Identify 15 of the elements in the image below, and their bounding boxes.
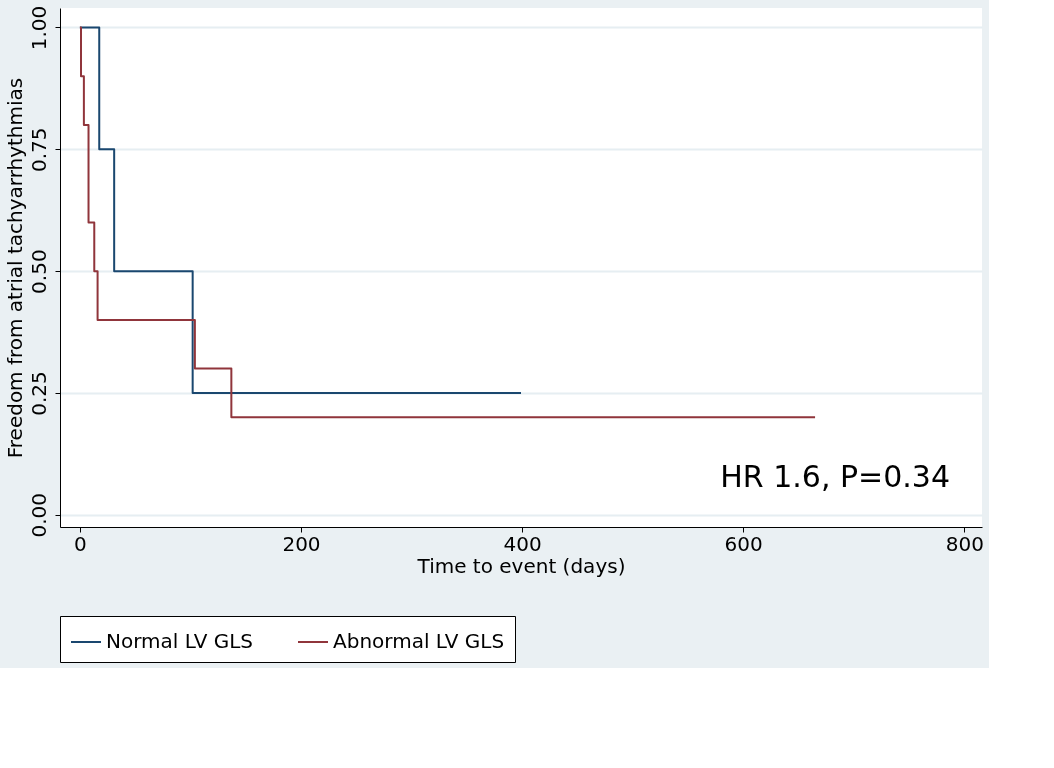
- legend-label: Normal LV GLS: [106, 629, 254, 653]
- x-tick-label: 800: [945, 531, 984, 556]
- legend-label: Abnormal LV GLS: [333, 629, 505, 653]
- y-tick-label: 0.00: [26, 493, 51, 538]
- x-tick-label: 400: [503, 531, 542, 556]
- y-tick-label: 0.75: [26, 127, 51, 173]
- y-tick-label: 1.00: [26, 5, 51, 51]
- x-axis-title: Time to event (days): [416, 553, 626, 578]
- y-tick-label: 0.25: [26, 371, 51, 416]
- x-tick-label: 0: [74, 531, 87, 556]
- annotation: HR 1.6, P=0.34: [720, 459, 950, 494]
- y-axis-title: Freedom from atrial tachyarrhythmias: [2, 77, 27, 459]
- x-tick-label: 200: [282, 531, 321, 556]
- y-tick-label: 0.50: [26, 249, 51, 294]
- x-tick-label: 600: [724, 531, 763, 556]
